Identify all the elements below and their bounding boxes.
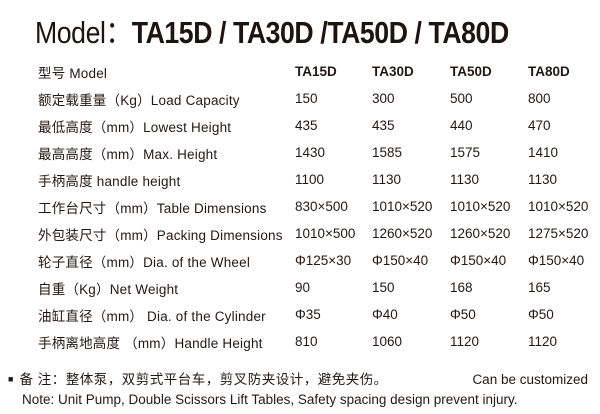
cell-value: 1130: [450, 172, 480, 187]
row-label: 工作台尺寸（mm）Table Dimensions: [38, 200, 267, 216]
cell-value: Φ150×40: [528, 253, 585, 268]
title-model-prefix: Model：: [35, 15, 132, 50]
header-label: 型号 Model: [38, 65, 108, 81]
cell-value: 1575: [450, 145, 481, 160]
cell-value: 435: [295, 118, 318, 133]
cell-value: Φ50: [450, 307, 476, 322]
square-bullet-icon: ■: [8, 374, 14, 384]
table-row-cylinder-diameter: 油缸直径（mm） Dia. of the Cylinder Φ35 Φ40 Φ5…: [38, 301, 598, 328]
note-english-text: Note: Unit Pump, Double Scissors Lift Ta…: [22, 392, 518, 407]
table-row-wheel-diameter: 轮子直径（mm）Dia. of the Wheel Φ125×30 Φ150×4…: [38, 247, 598, 274]
cell-value: 150: [295, 91, 318, 106]
cell-value: 1275×520: [528, 226, 589, 241]
cell-value: Φ125×30: [295, 253, 352, 268]
table-row-packing-dimensions: 外包装尺寸（mm）Packing Dimensions 1010×500 126…: [38, 220, 598, 247]
row-label: 外包装尺寸（mm）Packing Dimensions: [38, 227, 283, 243]
column-header-ta80d: TA80D: [528, 64, 570, 79]
cell-value: 1130: [528, 172, 558, 187]
cell-value: 1010×520: [450, 199, 511, 214]
row-label: 轮子直径（mm）Dia. of the Wheel: [38, 254, 251, 270]
cell-value: 150: [372, 280, 395, 295]
cell-value: 435: [372, 118, 395, 133]
cell-value: 1120: [528, 334, 558, 349]
cell-value: 810: [295, 334, 318, 349]
cell-value: Φ35: [295, 307, 321, 322]
notes-line-chinese: ■ 备 注：整体泵，双剪式平台车，剪叉防夹设计，避免夹伤。 Can be cus…: [8, 371, 592, 390]
page-title: Model：TA15D / TA30D /TA50D / TA80D: [35, 7, 509, 52]
column-header-ta50d: TA50D: [450, 64, 492, 79]
cell-value: 1410: [528, 145, 559, 160]
table-row-load-capacity: 额定载重量（Kg）Load Capacity 150 300 500 800: [38, 85, 598, 112]
cell-value: Φ150×40: [372, 253, 429, 268]
cell-value: Φ50: [528, 307, 554, 322]
row-label: 手柄离地高度 （mm）Handle Height: [38, 335, 263, 351]
row-label: 油缸直径（mm） Dia. of the Cylinder: [38, 308, 266, 324]
cell-value: Φ40: [372, 307, 398, 322]
row-label: 最高高度（mm）Max. Height: [38, 146, 218, 162]
cell-value: 800: [528, 91, 551, 106]
table-header-row: 型号 Model TA15D TA30D TA50D TA80D: [38, 58, 598, 85]
cell-value: 1130: [372, 172, 402, 187]
cell-value: 1010×520: [372, 199, 433, 214]
cell-value: Φ150×40: [450, 253, 507, 268]
table-row-handle-ground-height: 手柄离地高度 （mm）Handle Height 810 1060 1120 1…: [38, 328, 598, 355]
table-row-lowest-height: 最低高度（mm）Lowest Height 435 435 440 470: [38, 112, 598, 139]
column-header-ta30d: TA30D: [372, 64, 414, 79]
table-row-table-dimensions: 工作台尺寸（mm）Table Dimensions 830×500 1010×5…: [38, 193, 598, 220]
row-label: 额定载重量（Kg）Load Capacity: [38, 92, 240, 108]
spec-table: 型号 Model TA15D TA30D TA50D TA80D 额定载重量（K…: [38, 58, 598, 355]
cell-value: 168: [450, 280, 473, 295]
note-chinese-text: 备 注：整体泵，双剪式平台车，剪叉防夹设计，避免夹伤。: [19, 372, 388, 387]
cell-value: 470: [528, 118, 551, 133]
table-row-max-height: 最高高度（mm）Max. Height 1430 1585 1575 1410: [38, 139, 598, 166]
title-model-list: TA15D / TA30D /TA50D / TA80D: [131, 15, 510, 50]
table-row-handle-height: 手柄高度 handle height 1100 1130 1130 1130: [38, 166, 598, 193]
row-label: 手柄高度 handle height: [38, 173, 181, 189]
row-label: 最低高度（mm）Lowest Height: [38, 119, 232, 135]
cell-value: 1260×520: [372, 226, 433, 241]
cell-value: 1060: [372, 334, 403, 349]
cell-value: 300: [372, 91, 395, 106]
notes-section: ■ 备 注：整体泵，双剪式平台车，剪叉防夹设计，避免夹伤。 Can be cus…: [8, 371, 592, 409]
row-label: 自重（Kg）Net Weight: [38, 281, 179, 297]
cell-value: 440: [450, 118, 473, 133]
table-row-net-weight: 自重（Kg）Net Weight 90 150 168 165: [38, 274, 598, 301]
cell-value: 1585: [372, 145, 403, 160]
cell-value: 1120: [450, 334, 480, 349]
cell-value: 1100: [295, 172, 325, 187]
can-be-customized-text: Can be customized: [472, 372, 588, 387]
cell-value: 1430: [295, 145, 326, 160]
cell-value: 1010×520: [528, 199, 589, 214]
cell-value: 165: [528, 280, 551, 295]
cell-value: 90: [295, 280, 311, 295]
cell-value: 1260×520: [450, 226, 511, 241]
column-header-ta15d: TA15D: [295, 64, 337, 79]
cell-value: 500: [450, 91, 473, 106]
cell-value: 830×500: [295, 199, 348, 214]
cell-value: 1010×500: [295, 226, 356, 241]
